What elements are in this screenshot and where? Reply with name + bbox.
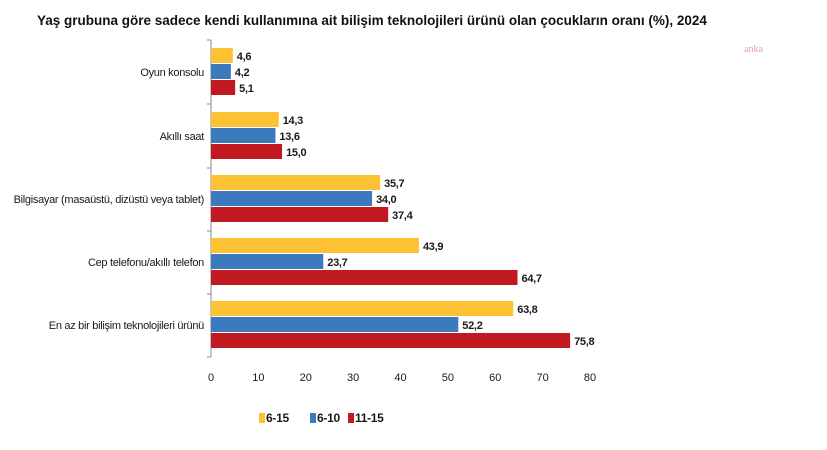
bar-bilgisayar-masaustu-dizustu-veya-tablet-11-15 [211,207,389,222]
data-label: 4,6 [237,51,252,63]
bar-en-az-bir-bilisim-teknolojileri-urunu-6-15 [211,301,514,316]
data-label: 52,2 [462,320,482,332]
category-label-oyun-konsolu: Oyun konsolu [140,67,204,79]
category-label-akilli-saat: Akıllı saat [160,131,205,143]
watermark-text: anka [744,44,763,55]
chart-title: Yaş grubuna göre sadece kendi kullanımın… [37,13,707,28]
bar-oyun-konsolu-6-10 [211,64,231,79]
data-label: 13,6 [279,131,299,143]
bar-en-az-bir-bilisim-teknolojileri-urunu-6-10 [211,317,459,332]
bar-akilli-saat-6-10 [211,128,276,143]
data-label: 15,0 [286,147,306,159]
category-label-en-az-bir-bilisim-teknolojileri-urunu: En az bir bilişim teknolojileri ürünü [49,320,204,332]
legend-label-6-15: 6-15 [266,411,289,425]
legend-swatch-11-15 [348,413,354,423]
data-label: 64,7 [522,273,542,285]
category-label-bilgisayar-masaustu-dizustu-veya-tablet: Bilgisayar (masaüstü, dizüstü veya table… [14,194,204,206]
bar-akilli-saat-6-15 [211,112,279,127]
bar-bilgisayar-masaustu-dizustu-veya-tablet-6-10 [211,191,373,206]
x-tick-label: 10 [252,372,264,384]
bar-akilli-saat-11-15 [211,144,283,159]
x-tick-label: 40 [394,372,406,384]
category-label-cep-telefonu-akilli-telefon: Cep telefonu/akıllı telefon [88,257,204,269]
legend-label-11-15: 11-15 [355,411,384,425]
x-tick-label: 50 [442,372,454,384]
legend-swatch-6-15 [259,413,265,423]
data-label: 5,1 [239,83,254,95]
data-label: 43,9 [423,241,443,253]
x-tick-label: 70 [537,372,549,384]
data-label: 75,8 [574,336,594,348]
x-tick-label: 60 [489,372,501,384]
data-label: 35,7 [384,178,404,190]
bar-cep-telefonu-akilli-telefon-6-15 [211,238,419,253]
bar-en-az-bir-bilisim-teknolojileri-urunu-11-15 [211,333,571,348]
x-tick-label: 20 [300,372,312,384]
data-label: 23,7 [327,257,347,269]
data-label: 37,4 [392,210,413,222]
bar-oyun-konsolu-6-15 [211,48,233,63]
legend-label-6-10: 6-10 [317,411,340,425]
data-label: 4,2 [235,67,250,79]
bar-bilgisayar-masaustu-dizustu-veya-tablet-6-15 [211,175,381,190]
x-tick-label: 30 [347,372,359,384]
data-label: 14,3 [283,115,303,127]
legend-swatch-6-10 [310,413,316,423]
data-label: 34,0 [376,194,396,206]
bar-cep-telefonu-akilli-telefon-6-10 [211,254,324,269]
data-label: 63,8 [517,304,537,316]
x-tick-label: 0 [208,372,214,384]
x-tick-label: 80 [584,372,596,384]
bar-oyun-konsolu-11-15 [211,80,236,95]
bar-cep-telefonu-akilli-telefon-11-15 [211,270,518,285]
